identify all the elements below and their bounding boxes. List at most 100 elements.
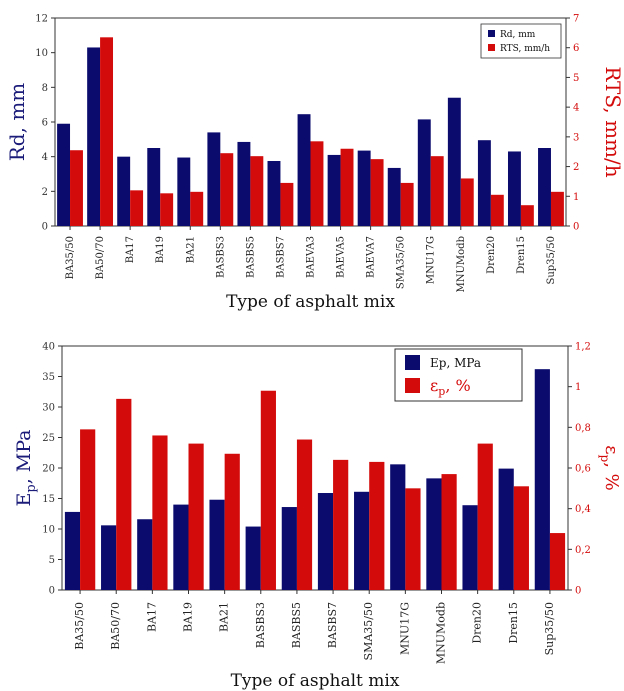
bar-secondary [224, 453, 240, 590]
bar-primary [317, 493, 334, 590]
bar-secondary [280, 182, 294, 226]
bar-secondary [220, 153, 234, 226]
y-left-tick-label: 10 [35, 48, 48, 59]
bar-secondary [441, 474, 457, 590]
bar-secondary [188, 443, 204, 590]
y-left-tick-label: 6 [42, 118, 48, 129]
x-tick-label: BA19 [155, 236, 166, 263]
bar-secondary [405, 488, 421, 590]
bar-primary [538, 148, 551, 226]
y-right-tick-label: 0 [575, 586, 581, 597]
x-tick-label: BAEVA3 [306, 236, 317, 278]
y-right-tick-label: 7 [573, 14, 579, 25]
bar-primary [209, 499, 225, 590]
bar-primary [297, 114, 311, 226]
y-right-tick-label: 0,6 [575, 464, 591, 475]
y-right-tick-label: 6 [573, 43, 579, 54]
x-tick-label: BASBS3 [254, 602, 267, 648]
legend: Rd, mm RTS, mm/h [480, 23, 562, 59]
bar-primary [207, 132, 221, 226]
bar-secondary [100, 37, 114, 226]
y-left-tick-label: 8 [42, 83, 48, 94]
x-tick-label: BA35/50 [73, 602, 86, 650]
bar-secondary [550, 191, 564, 226]
y-right-tick-label: 3 [573, 132, 579, 143]
y-left-tick-label: 20 [42, 464, 55, 475]
bar-secondary [130, 190, 144, 226]
bar-primary [87, 47, 101, 226]
bar-primary [447, 97, 461, 226]
y-left-title-rest: , MPa [13, 430, 35, 485]
y-right-title-main: ε [601, 445, 622, 454]
y-left-axis-title: Ep, MPa [13, 430, 39, 507]
x-tick-label: MNUModb [435, 602, 448, 664]
y-left-tick-label: 4 [42, 152, 48, 163]
legend-swatch-primary [405, 355, 420, 370]
y-left-tick-label: 10 [42, 525, 55, 536]
bar-primary [462, 505, 478, 590]
legend-label-secondary-sub: p [438, 385, 445, 398]
y-right-title-rest: , % [601, 462, 622, 491]
bar-secondary [152, 435, 168, 590]
y-left-tick-label: 35 [42, 372, 55, 383]
x-tick-label: BA50/70 [109, 602, 122, 650]
x-tick-label: BASBS7 [326, 602, 339, 648]
bar-primary [245, 526, 261, 590]
y-right-axis-title: RTS, mm/h [601, 66, 624, 177]
x-axis-title: Type of asphalt mix [231, 671, 400, 691]
legend-swatch-secondary [488, 44, 495, 51]
x-tick-label: BA19 [182, 602, 195, 632]
bar-secondary [400, 182, 414, 226]
legend-label-secondary: RTS, mm/h [500, 44, 550, 54]
legend-label-primary: Rd, mm [500, 30, 536, 40]
legend-swatch-secondary [405, 378, 420, 393]
bar-primary [173, 504, 189, 590]
bar-secondary [513, 486, 529, 590]
y-left-tick-label: 0 [49, 586, 55, 597]
bar-primary [390, 464, 406, 590]
x-tick-label: Dren15 [516, 236, 527, 274]
bar-primary [281, 507, 297, 590]
y-right-tick-label: 4 [573, 103, 579, 114]
bar-secondary [190, 191, 204, 226]
x-tick-label: Dren20 [471, 602, 484, 644]
bar-primary [237, 141, 251, 226]
legend: Ep, MPa εp, % [394, 348, 523, 402]
bar-primary [534, 369, 550, 590]
x-tick-label: BAEVA7 [366, 236, 377, 278]
x-tick-label: BASBS5 [245, 236, 256, 278]
x-tick-label: MNUModb [456, 236, 467, 292]
bar-primary [117, 156, 131, 226]
bar-secondary [250, 156, 264, 226]
y-left-tick-label: 15 [42, 494, 55, 505]
x-tick-label: BA35/50 [65, 236, 76, 279]
bar-primary [387, 167, 401, 226]
x-tick-label: BASBS5 [290, 602, 303, 648]
bar-secondary [549, 533, 566, 590]
legend-label-secondary: εp, % [430, 376, 471, 398]
bar-primary [498, 468, 514, 590]
bar-primary [57, 123, 71, 226]
bar-secondary [80, 429, 96, 590]
y-right-tick-label: 1 [575, 382, 581, 393]
y-left-title-main: E [13, 493, 35, 507]
x-tick-label: BASBS7 [275, 236, 286, 278]
bar-primary [417, 119, 431, 226]
chart-ep-epsilon: 0 5 10 15 20 25 30 35 40 0 0,2 0,4 0,6 0,8 1 1,2 BA35/50… [13, 342, 622, 691]
y-left-tick-label: 0 [42, 222, 48, 233]
y-right-tick-label: 0,4 [575, 504, 591, 515]
bar-primary [507, 151, 521, 226]
bar-secondary [116, 398, 132, 590]
y-left-tick-label: 2 [42, 187, 48, 198]
bar-secondary [460, 178, 474, 226]
y-right-tick-label: 5 [573, 73, 579, 84]
bar-primary [477, 140, 491, 226]
bar-secondary [369, 461, 385, 590]
x-tick-label: BA17 [145, 602, 158, 632]
y-right-tick-label: 0,2 [575, 545, 591, 556]
x-tick-label: BAEVA5 [336, 236, 347, 278]
bar-secondary [340, 148, 354, 226]
bar-primary [137, 519, 153, 590]
